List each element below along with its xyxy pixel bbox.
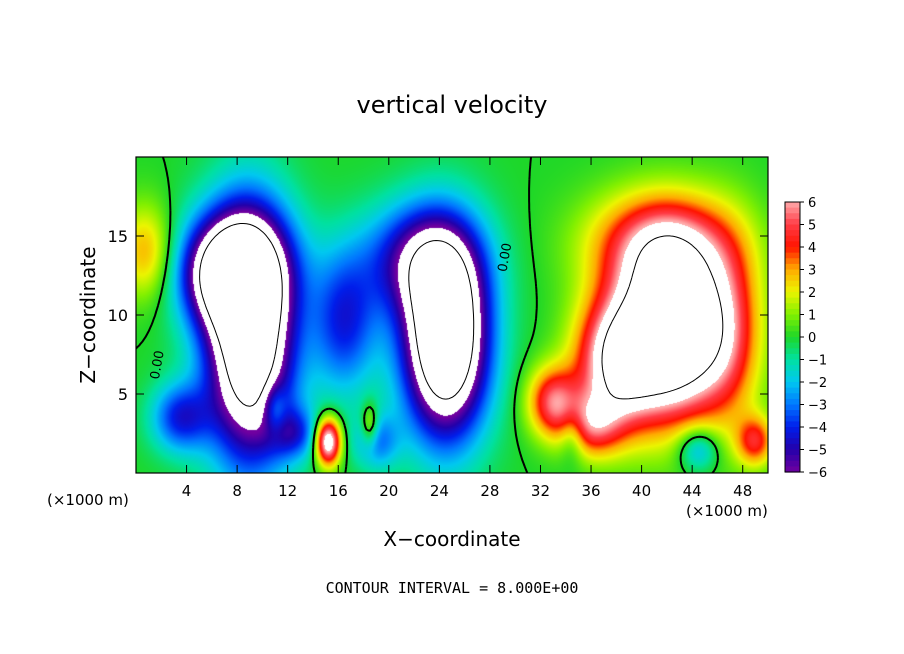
x-unit-left: (×1000 m) bbox=[47, 491, 129, 509]
colorbar-segment bbox=[785, 365, 800, 372]
colorbar-label: 2 bbox=[808, 286, 816, 301]
colorbar-segment bbox=[785, 258, 800, 265]
x-tick-label: 36 bbox=[581, 482, 600, 500]
x-tick-label: 4 bbox=[182, 482, 192, 500]
colorbar-segment bbox=[785, 331, 800, 338]
colorbar-segment bbox=[785, 387, 800, 394]
colorbar-label: 6 bbox=[808, 196, 816, 211]
x-tick-label: 44 bbox=[683, 482, 702, 500]
colorbar-segment bbox=[785, 410, 800, 417]
colorbar-label: −6 bbox=[808, 466, 827, 481]
colorbar-segment bbox=[785, 252, 800, 259]
colorbar-segment bbox=[785, 427, 800, 434]
colorbar-segment bbox=[785, 449, 800, 456]
colorbar-segment bbox=[785, 443, 800, 451]
colorbar-segment bbox=[785, 286, 800, 293]
colorbar-segment bbox=[785, 376, 800, 383]
colorbar: 6 5 4 3 2 1 0 −1 −2 −3 −4 −5 −6 bbox=[784, 196, 827, 481]
colorbar-label: 0 bbox=[808, 331, 816, 346]
colorbar-label: −1 bbox=[808, 354, 827, 369]
colorbar-segment bbox=[785, 455, 800, 462]
y-axis-label: Z−coordinate bbox=[76, 246, 100, 383]
x-tick-label: 40 bbox=[632, 482, 651, 500]
colorbar-segment bbox=[785, 263, 800, 271]
colorbar-segment bbox=[785, 415, 800, 422]
colorbar-label: −5 bbox=[808, 444, 827, 459]
colorbar-segment bbox=[785, 421, 800, 428]
colorbar-segment bbox=[785, 235, 800, 242]
colorbar-segment bbox=[785, 230, 800, 237]
colorbar-segment bbox=[785, 325, 800, 332]
x-tick-label: 24 bbox=[430, 482, 449, 500]
colorbar-segment bbox=[785, 438, 800, 445]
colorbar-segment bbox=[785, 370, 800, 377]
y-tick-label: 5 bbox=[118, 385, 128, 404]
contour-interval-note: CONTOUR INTERVAL = 8.000E+00 bbox=[326, 579, 579, 597]
colorbar-segment bbox=[785, 337, 800, 344]
colorbar-segment bbox=[785, 224, 800, 231]
colorbar-label: −3 bbox=[808, 399, 827, 414]
colorbar-segment bbox=[785, 207, 800, 214]
colorbar-segment bbox=[785, 353, 800, 361]
x-tick-label: 8 bbox=[232, 482, 242, 500]
colorbar-segment bbox=[785, 247, 800, 254]
contour-negative bbox=[199, 223, 475, 407]
colorbar-segment bbox=[785, 382, 800, 389]
y-tick-label: 15 bbox=[108, 227, 128, 246]
colorbar-segment bbox=[785, 348, 800, 355]
colorbar-segment bbox=[785, 297, 800, 304]
colorbar-segment bbox=[785, 280, 800, 287]
colorbar-segment bbox=[785, 342, 800, 349]
colorbar-segment bbox=[785, 218, 800, 226]
plot-area: 0.00 0.00 bbox=[136, 157, 768, 473]
colorbar-label: 4 bbox=[808, 241, 816, 256]
colorbar-segment bbox=[785, 213, 800, 220]
colorbar-segment bbox=[785, 466, 800, 473]
x-tick-label: 48 bbox=[733, 482, 752, 500]
colorbar-segment bbox=[785, 275, 800, 282]
x-tick-label: 12 bbox=[278, 482, 297, 500]
colorbar-segment bbox=[785, 404, 800, 411]
contour-positive bbox=[601, 235, 724, 400]
colorbar-segment bbox=[785, 269, 800, 276]
colorbar-segment bbox=[785, 241, 800, 248]
contour-lines bbox=[136, 157, 724, 473]
colorbar-label: 1 bbox=[808, 309, 816, 324]
colorbar-segment bbox=[785, 398, 800, 406]
contour-labels: 0.00 0.00 bbox=[148, 242, 515, 381]
contour-zero bbox=[136, 157, 719, 473]
contour-label: 0.00 bbox=[496, 242, 516, 273]
colorbar-label: −4 bbox=[808, 421, 827, 436]
colorbar-label: 5 bbox=[808, 219, 816, 234]
x-tick-label: 28 bbox=[480, 482, 499, 500]
colorbar-segment bbox=[785, 359, 800, 366]
colorbar-segment bbox=[785, 308, 800, 316]
colorbar-segment bbox=[785, 292, 800, 299]
x-unit-right: (×1000 m) bbox=[686, 502, 768, 520]
colorbar-label: 3 bbox=[808, 264, 816, 279]
y-axis-ticks: 5 10 15 bbox=[108, 227, 768, 404]
x-tick-label: 16 bbox=[329, 482, 348, 500]
colorbar-segment bbox=[785, 432, 800, 439]
y-tick-label: 10 bbox=[108, 306, 128, 325]
x-axis-ticks: 4 8 12 16 20 24 28 32 36 40 44 48 bbox=[182, 157, 752, 500]
x-axis-label: X−coordinate bbox=[383, 527, 520, 551]
colorbar-segment bbox=[785, 460, 800, 467]
colorbar-segment bbox=[785, 314, 800, 321]
contour-label: 0.00 bbox=[148, 349, 168, 380]
velocity-field bbox=[136, 157, 768, 473]
colorbar-segment bbox=[785, 393, 800, 400]
x-tick-label: 20 bbox=[379, 482, 398, 500]
chart-title: vertical velocity bbox=[357, 91, 548, 119]
colorbar-segment bbox=[785, 303, 800, 310]
colorbar-segment bbox=[785, 202, 800, 209]
colorbar-segment bbox=[785, 320, 800, 327]
x-tick-label: 32 bbox=[531, 482, 550, 500]
colorbar-label: −2 bbox=[808, 376, 827, 391]
